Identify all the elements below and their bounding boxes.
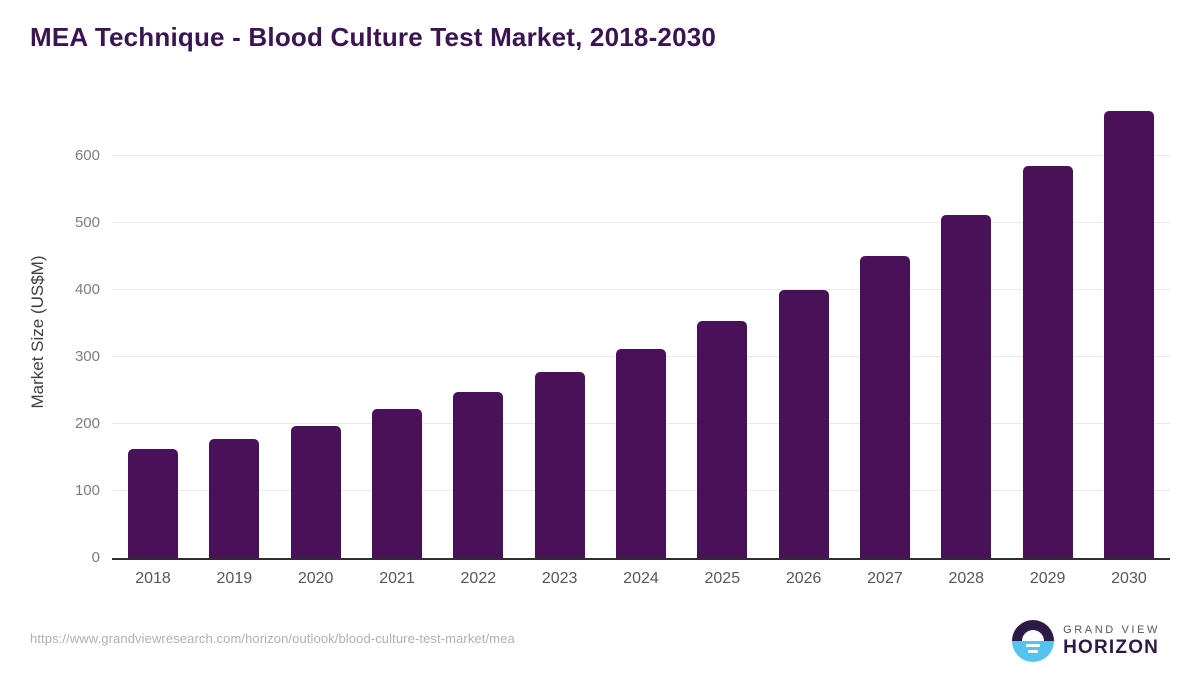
- y-tick-label-400: 400: [74, 280, 100, 298]
- x-tick-label-2029: 2029: [1029, 570, 1066, 587]
- logo-text-block: GRAND VIEW HORIZON: [1063, 623, 1160, 659]
- y-tick-label-200: 200: [74, 414, 100, 432]
- source-url: https://www.grandviewresearch.com/horizo…: [30, 631, 515, 646]
- bar-2019: [209, 439, 260, 558]
- x-tick-label-2027: 2027: [867, 570, 903, 587]
- grand-view-horizon-logo: GRAND VIEW HORIZON: [1012, 618, 1160, 664]
- x-tick-label-2019: 2019: [216, 570, 253, 587]
- bar-2028: [941, 215, 992, 558]
- x-tick-label-2026: 2026: [785, 570, 822, 587]
- bar-2025: [697, 321, 748, 558]
- bar-2026: [778, 290, 829, 558]
- chart-title: MEA Technique - Blood Culture Test Marke…: [30, 22, 717, 52]
- logo-grand-view-text: GRAND VIEW: [1063, 624, 1160, 636]
- x-tick-label-2018: 2018: [135, 570, 171, 587]
- bar-2030: [1103, 111, 1154, 558]
- y-tick-label-300: 300: [74, 347, 100, 365]
- x-tick-label-2021: 2021: [379, 570, 415, 587]
- x-tick-label-2022: 2022: [460, 570, 497, 587]
- x-tick-label-2028: 2028: [948, 570, 985, 587]
- plot-area: 0 100 200 300 400 500 600: [75, 98, 1170, 566]
- reflection-line-shape: [1028, 650, 1039, 653]
- gridline-600: [112, 154, 1170, 156]
- logo-horizon-text: HORIZON: [1063, 637, 1160, 658]
- bar-2020: [290, 426, 341, 558]
- y-tick-label-500: 500: [74, 213, 100, 231]
- bar-2029: [1022, 166, 1073, 558]
- y-tick-label-600: 600: [74, 146, 100, 164]
- bar-2024: [615, 349, 666, 558]
- gridline-400: [112, 288, 1170, 290]
- reflection-line-shape: [1026, 644, 1041, 647]
- bar-2023: [534, 372, 585, 558]
- x-axis-ticks: 2018 2019 2020 2021 2022 2023 2024 2025 2026 2027…: [112, 568, 1170, 590]
- x-tick-label-2020: 2020: [297, 570, 334, 587]
- bar-2027: [859, 256, 910, 558]
- y-tick-label-0: 0: [91, 549, 100, 566]
- bar-series: [112, 98, 1170, 558]
- y-axis-label: Market Size (US$M): [28, 255, 47, 409]
- bar-2022: [453, 392, 504, 558]
- bar-2018: [128, 449, 178, 558]
- gridline-500: [112, 221, 1170, 223]
- bar-2021: [371, 409, 422, 558]
- x-tick-label-2023: 2023: [541, 570, 578, 587]
- x-tick-label-2030: 2030: [1111, 570, 1147, 587]
- x-tick-label-2024: 2024: [623, 570, 659, 587]
- sun-over-horizon-icon: [1012, 620, 1055, 662]
- y-tick-label-100: 100: [74, 481, 100, 499]
- x-tick-label-2025: 2025: [704, 570, 741, 587]
- sun-dome-shape: [1022, 630, 1045, 641]
